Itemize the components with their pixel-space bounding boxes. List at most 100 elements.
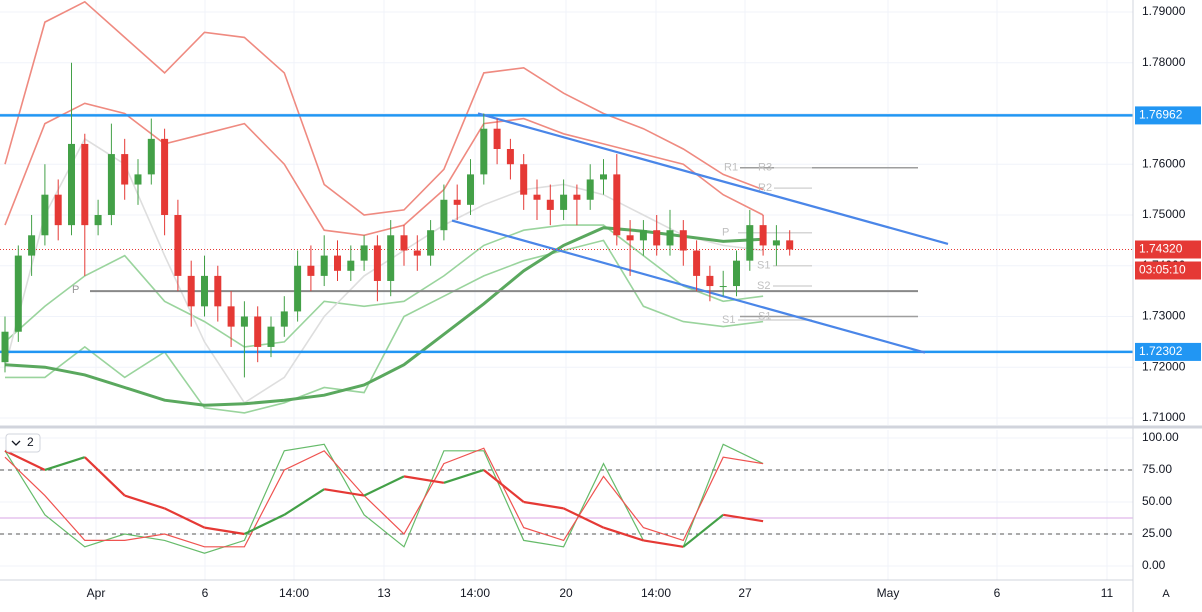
overlay-line: [4, 224, 764, 348]
candle-body: [719, 286, 727, 288]
momentum-segment: [682, 513, 724, 548]
pivot-level-label: R1: [724, 162, 738, 174]
momentum-segment: [283, 488, 325, 516]
candle-body: [746, 225, 754, 261]
candle-body: [373, 245, 381, 281]
candle-body: [546, 199, 554, 210]
candle-body: [533, 194, 541, 200]
x-tick-label: 13: [377, 586, 391, 600]
candle-body: [613, 174, 621, 236]
candle-body: [134, 174, 142, 185]
candle-body: [506, 149, 514, 165]
candle-body: [334, 255, 341, 271]
candle-body: [759, 225, 767, 246]
momentum-segment: [603, 526, 644, 542]
momentum-segment: [523, 500, 564, 510]
level-price-label-box: [1135, 342, 1201, 361]
x-tick-label: 11: [1101, 586, 1114, 600]
x-tick-label: 27: [738, 586, 752, 600]
candle-body: [227, 306, 235, 327]
y-tick-label: 1.73000: [1142, 309, 1186, 323]
candle-body: [28, 235, 36, 256]
candle-body: [161, 138, 169, 215]
candle-body: [586, 179, 594, 200]
overlay-line: [4, 102, 764, 237]
level-price-label-box: [1135, 106, 1201, 125]
x-tick-label: 6: [202, 586, 209, 600]
candle-body: [347, 260, 355, 271]
momentum-segment: [403, 475, 445, 484]
candle-body: [453, 199, 461, 205]
auto-scale-button[interactable]: A: [1162, 588, 1170, 600]
candle-body: [480, 128, 488, 175]
x-tick-label: 14:00: [641, 586, 671, 600]
momentum-segment: [44, 456, 86, 472]
candle-body: [653, 230, 661, 246]
candle-body: [520, 164, 528, 195]
pivot-level-label: R2: [758, 182, 772, 194]
candle-body: [427, 230, 435, 256]
momentum-segment: [243, 513, 285, 536]
x-tick-label: 20: [559, 586, 573, 600]
candle-body: [294, 265, 302, 312]
momentum-segment: [563, 507, 604, 529]
candle-body: [440, 199, 448, 231]
indicator-count[interactable]: 2: [27, 435, 34, 449]
overlay-line: [4, 137, 764, 404]
momentum-segment: [204, 526, 245, 536]
indicator-toggle[interactable]: [5, 433, 41, 453]
candle-body: [600, 174, 607, 180]
oscillator-line: [4, 447, 764, 548]
candle-body: [387, 235, 395, 281]
last-price-label: 1.74320: [1139, 242, 1183, 256]
pivot-level-label: S1: [722, 314, 735, 326]
candle-body: [107, 154, 115, 215]
x-tick-label: May: [877, 586, 900, 600]
candle-body: [467, 174, 474, 205]
y-tick-label: 50.00: [1142, 494, 1172, 508]
momentum-segment: [723, 513, 764, 523]
last-price-label-box: [1135, 240, 1201, 259]
candle-body: [147, 138, 155, 175]
candle-body: [573, 194, 581, 200]
oscillator-line: [4, 443, 764, 554]
candle-body: [706, 275, 714, 287]
candle-body: [639, 230, 647, 241]
y-tick-label: 1.75000: [1142, 207, 1186, 221]
x-tick-label: 14:00: [460, 586, 490, 600]
momentum-segment: [363, 475, 405, 497]
trendline: [451, 219, 926, 354]
x-tick-label: Apr: [87, 586, 106, 600]
pivot-label: P: [72, 284, 79, 296]
candle-body: [679, 230, 687, 251]
pivot-level-label: S1: [757, 260, 770, 272]
candle-body: [307, 265, 315, 276]
candle-body: [1, 331, 9, 363]
overlay-line: [4, 226, 764, 407]
y-tick-label: 25.00: [1142, 526, 1172, 540]
chevron-icon: [11, 440, 21, 446]
candle-body: [772, 240, 780, 246]
candle-body: [174, 214, 182, 276]
candle-body: [360, 245, 368, 261]
pivot-level-label: P: [722, 227, 729, 239]
candle-body: [493, 128, 501, 150]
candle-body: [201, 275, 208, 307]
trendline: [477, 112, 949, 245]
candle-body: [121, 154, 129, 185]
momentum-segment: [483, 469, 525, 503]
candle-body: [400, 235, 408, 251]
candle-body: [320, 255, 328, 276]
candle-body: [733, 260, 740, 287]
candle-body: [54, 194, 62, 226]
candle-body: [68, 143, 75, 226]
y-tick-label: 1.71000: [1142, 410, 1186, 424]
y-tick-label: 1.78000: [1142, 55, 1186, 69]
candle-body: [666, 230, 674, 246]
overlay-line: [4, 0, 764, 216]
pivot-level-label: R3: [758, 162, 772, 174]
y-tick-label: 75.00: [1142, 462, 1172, 476]
momentum-segment: [443, 468, 485, 484]
